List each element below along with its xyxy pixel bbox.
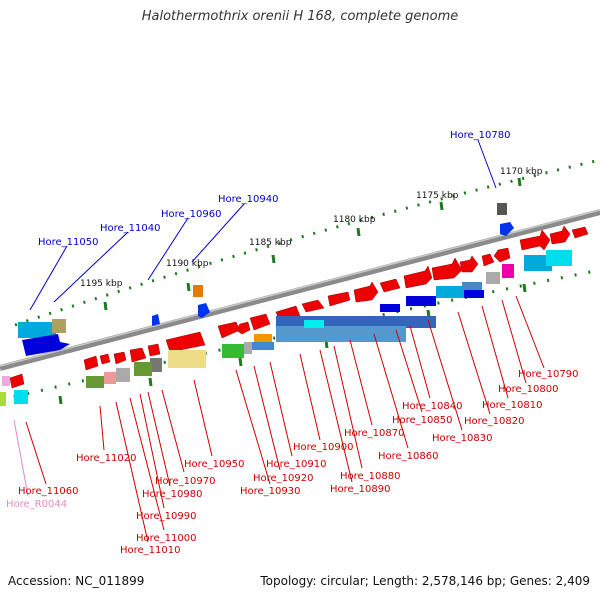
label-hore-10820: Hore_10820 xyxy=(464,416,525,427)
label-hore-10780: Hore_10780 xyxy=(450,130,511,141)
forward-genes xyxy=(9,225,589,389)
genome-backbone xyxy=(0,209,600,371)
reverse-genes xyxy=(235,247,511,335)
label-hore-10870: Hore_10870 xyxy=(344,428,405,439)
colored-genes-upper xyxy=(18,203,514,356)
accession-text: Accession: NC_011899 xyxy=(8,574,145,588)
scale-ticks-inner xyxy=(58,283,527,405)
label-hore-10920: Hore_10920 xyxy=(253,473,314,484)
label-hore-11060: Hore_11060 xyxy=(18,486,79,497)
label-hore-11050: Hore_11050 xyxy=(38,237,99,248)
label-hore-10890: Hore_10890 xyxy=(330,484,391,495)
label-hore-10880: Hore_10880 xyxy=(340,471,401,482)
label-hore-10900: Hore_10900 xyxy=(293,442,354,453)
label-hore-10830: Hore_10830 xyxy=(432,433,493,444)
label-hore-10850: Hore_10850 xyxy=(392,415,453,426)
scale-label-1180: 1180 kbp xyxy=(333,215,376,225)
scale-label-1190: 1190 kbp xyxy=(166,259,209,269)
label-hore-10810: Hore_10810 xyxy=(482,400,543,411)
label-hore-10930: Hore_10930 xyxy=(240,486,301,497)
colored-genes-lower xyxy=(0,250,572,406)
label-hore-10860: Hore_10860 xyxy=(378,451,439,462)
label-hore-10800: Hore_10800 xyxy=(498,384,559,395)
scale-label-1185: 1185 kbp xyxy=(249,238,292,248)
genome-summary-text: Topology: circular; Length: 2,578,146 bp… xyxy=(260,574,590,588)
scale-label-1170: 1170 kbp xyxy=(500,167,543,177)
rna-label-connector xyxy=(13,419,29,497)
label-hore-10980: Hore_10980 xyxy=(142,489,203,500)
bottom-label-connectors xyxy=(25,295,545,543)
label-hore-10960: Hore_10960 xyxy=(161,209,222,220)
map-title: Halothermothrix orenii H 168, complete g… xyxy=(141,9,459,24)
label-hore-11000: Hore_11000 xyxy=(136,533,197,544)
label-hore-11020: Hore_11020 xyxy=(76,453,137,464)
scale-arc-outer xyxy=(14,158,600,327)
label-hore-10970: Hore_10970 xyxy=(155,476,216,487)
label-hore-10950: Hore_10950 xyxy=(184,459,245,470)
label-hore-10940: Hore_10940 xyxy=(218,194,279,205)
scale-label-1195: 1195 kbp xyxy=(80,279,123,289)
label-hore-11010: Hore_11010 xyxy=(120,545,181,556)
scale-label-1175: 1175 kbp xyxy=(416,191,459,201)
label-hore-10790: Hore_10790 xyxy=(518,369,579,380)
label-hore-11040: Hore_11040 xyxy=(100,223,161,234)
top-label-connectors xyxy=(29,139,497,311)
label-hore-r0044: Hore_R0044 xyxy=(6,499,67,510)
label-hore-10910: Hore_10910 xyxy=(266,459,327,470)
label-hore-10990: Hore_10990 xyxy=(136,511,197,522)
scale-ticks-outer xyxy=(103,177,522,311)
label-hore-10840: Hore_10840 xyxy=(402,401,463,412)
